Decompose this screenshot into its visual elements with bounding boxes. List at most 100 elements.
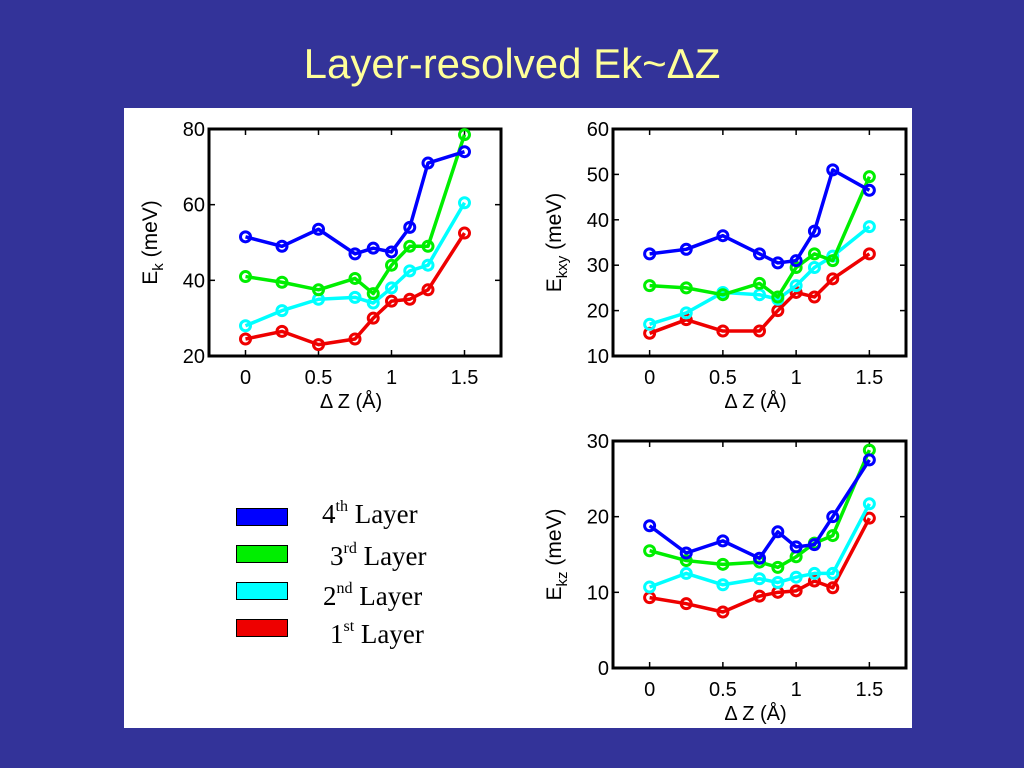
data-point — [458, 128, 471, 142]
data-point — [862, 247, 876, 261]
y-tick-label: 20 — [587, 507, 609, 529]
data-point — [679, 306, 693, 320]
data-point — [421, 156, 435, 170]
chart-ekz: 0 0.5 1 1.5 0 10 20 30 Δ Z (Å) Ekz (meV) — [543, 431, 908, 725]
series-line — [648, 458, 871, 561]
x-axis-label: Δ Z (Å) — [320, 390, 382, 413]
plot-frame — [611, 439, 908, 670]
data-point — [771, 575, 785, 589]
data-point — [275, 239, 289, 253]
data-point — [789, 279, 803, 293]
series-4th-layer — [643, 453, 876, 565]
data-point — [807, 574, 821, 588]
x-tick-label: 0 — [644, 367, 655, 389]
data-point — [385, 281, 398, 295]
data-point — [239, 230, 252, 244]
legend-swatch-1st — [236, 619, 288, 637]
data-point — [807, 224, 821, 238]
slide-title: Layer-resolved Ek~ΔZ — [303, 40, 721, 87]
data-point — [826, 529, 840, 543]
x-tick-label: 0.5 — [709, 679, 737, 701]
chart-ekxy: 0 0.5 1 1.5 10 20 30 40 50 60 Δ Z (Å) Ekxy (meV) — [543, 119, 908, 413]
data-point — [403, 264, 417, 278]
legend-swatch-3rd — [236, 545, 288, 563]
y-tick-label: 60 — [183, 195, 205, 217]
data-point — [789, 584, 803, 598]
data-point — [643, 247, 657, 261]
y-tick-label: 20 — [587, 301, 609, 323]
data-point — [753, 551, 766, 565]
figure-canvas: 0 0.5 1 1.5 20 40 60 80 Δ Z (Å) Ek (meV) 0 0.5 1 1.5 1… — [139, 119, 908, 725]
y-tick-label: 30 — [587, 431, 609, 453]
data-point — [421, 283, 435, 297]
data-point — [716, 534, 730, 548]
data-point — [348, 332, 362, 346]
data-point — [826, 272, 840, 286]
data-point — [826, 510, 840, 524]
data-point — [385, 245, 398, 259]
series-3rd-layer — [643, 170, 876, 304]
data-point — [385, 258, 398, 272]
data-point — [862, 183, 876, 197]
data-point — [366, 241, 380, 255]
y-tick-label: 50 — [587, 164, 609, 186]
data-point — [679, 566, 693, 580]
y-tick-label: 0 — [598, 658, 609, 680]
data-point — [312, 338, 325, 352]
legend-swatch-2nd — [236, 582, 288, 600]
data-point — [771, 290, 785, 304]
legend-label-3rd: 3rd Layer — [330, 540, 427, 571]
data-point — [403, 220, 417, 234]
data-point — [679, 242, 693, 256]
y-tick-label: 40 — [587, 210, 609, 232]
series-4th-layer — [643, 163, 876, 270]
data-point — [458, 145, 471, 159]
data-point — [771, 256, 785, 270]
data-point — [643, 317, 657, 331]
data-point — [862, 220, 876, 234]
y-tick-label: 10 — [587, 346, 609, 368]
series-line — [649, 168, 871, 265]
plot-frame — [611, 127, 908, 358]
data-point — [771, 525, 785, 539]
data-point — [643, 279, 657, 293]
data-point — [403, 292, 417, 306]
data-point — [753, 589, 766, 603]
data-point — [643, 580, 657, 594]
data-point — [826, 581, 840, 595]
data-point — [348, 290, 362, 304]
x-tick-label: 0.5 — [305, 367, 333, 389]
data-point — [458, 226, 471, 240]
data-point — [771, 560, 785, 574]
data-point — [807, 538, 821, 552]
data-point — [789, 570, 803, 584]
data-point — [239, 332, 252, 346]
data-point — [421, 258, 435, 272]
data-point — [716, 288, 730, 302]
series-line — [245, 150, 466, 256]
data-point — [312, 222, 325, 236]
data-point — [807, 290, 821, 304]
data-point — [826, 566, 840, 580]
x-axis-label: Δ Z (Å) — [724, 702, 786, 725]
data-point — [753, 276, 766, 290]
data-point — [679, 597, 693, 611]
data-point — [862, 170, 876, 184]
series-line — [649, 517, 871, 614]
data-point — [826, 163, 840, 177]
y-tick-label: 40 — [183, 270, 205, 292]
data-point — [789, 254, 803, 268]
data-point — [458, 196, 471, 210]
series-line — [649, 449, 871, 570]
data-point — [753, 247, 766, 261]
x-tick-label: 1.5 — [855, 679, 883, 701]
x-tick-label: 1 — [791, 367, 802, 389]
data-point — [275, 324, 289, 338]
y-tick-label: 20 — [183, 346, 205, 368]
series-2nd-layer — [643, 497, 876, 594]
data-point — [789, 260, 803, 274]
x-tick-label: 0 — [644, 679, 655, 701]
data-point — [366, 287, 380, 301]
data-point — [862, 453, 876, 467]
data-point — [716, 605, 730, 619]
